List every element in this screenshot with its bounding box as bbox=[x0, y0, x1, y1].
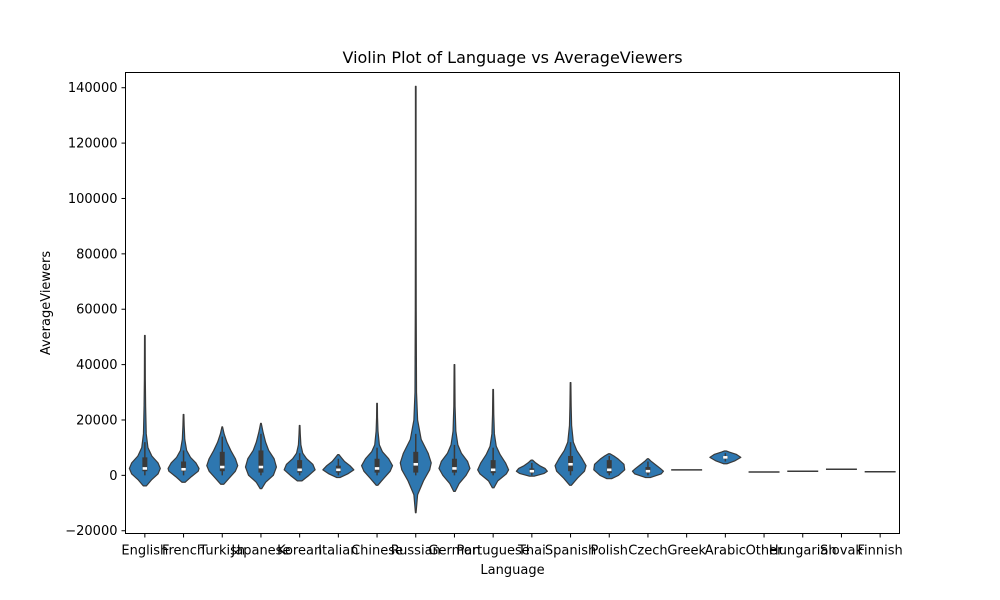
violin-thai bbox=[515, 459, 548, 477]
violin-body bbox=[167, 413, 200, 483]
violin-median-marker bbox=[568, 462, 573, 466]
violin-median-marker bbox=[529, 469, 535, 473]
violin-iqr-box bbox=[490, 460, 496, 474]
y-tick-label: −20000 bbox=[65, 524, 117, 539]
x-tick-label-slovak: Slovak bbox=[820, 544, 863, 559]
violin-german bbox=[438, 364, 471, 493]
violin-body bbox=[128, 334, 161, 487]
violin-turkish bbox=[206, 426, 239, 485]
chart-title: Violin Plot of Language vs AverageViewer… bbox=[342, 48, 682, 67]
x-tick-label-japanese: Japanese bbox=[230, 544, 290, 559]
y-tick-label: 0 bbox=[109, 469, 117, 484]
y-tick-label: 60000 bbox=[76, 303, 117, 318]
x-tick-label-finnish: Finnish bbox=[858, 544, 903, 559]
violins-layer bbox=[128, 85, 896, 514]
violin-russian bbox=[399, 85, 432, 514]
violin-polish bbox=[593, 453, 626, 480]
x-axis-label: Language bbox=[480, 563, 544, 578]
violin-portuguese bbox=[477, 388, 510, 489]
violin-median-marker bbox=[413, 462, 418, 466]
x-tick-label-russian: Russian bbox=[391, 544, 441, 559]
violin-korean bbox=[283, 424, 316, 482]
violin-japanese bbox=[244, 422, 278, 490]
violin-iqr-box bbox=[181, 461, 187, 472]
violin-italian bbox=[322, 453, 355, 479]
x-tick-label-czech: Czech bbox=[628, 544, 667, 559]
violin-median-marker bbox=[297, 468, 302, 472]
y-tick-label: 140000 bbox=[68, 81, 118, 96]
x-tick-label-hungarian: Hungarian bbox=[769, 544, 837, 559]
violin-iqr-box bbox=[258, 450, 264, 473]
x-tick-label-turkish: Turkish bbox=[198, 544, 245, 559]
violin-body bbox=[360, 402, 394, 486]
x-axis: EnglishFrenchTurkishJapaneseKoreanItalia… bbox=[121, 533, 903, 559]
x-tick-label-chinese: Chinese bbox=[351, 544, 403, 559]
violin-arabic bbox=[709, 450, 742, 465]
violin-median-marker bbox=[142, 467, 148, 470]
y-axis-label: AverageViewers bbox=[39, 251, 54, 356]
x-tick-label-thai: Thai bbox=[517, 544, 546, 559]
violin-french bbox=[167, 413, 200, 483]
violin-median-marker bbox=[645, 469, 651, 473]
violin-iqr-box bbox=[374, 458, 380, 473]
violin-body bbox=[399, 85, 432, 514]
y-tick-label: 120000 bbox=[68, 137, 118, 152]
y-tick-label: 100000 bbox=[68, 192, 118, 207]
violin-czech bbox=[631, 458, 665, 479]
y-tick-label: 20000 bbox=[76, 413, 117, 428]
x-tick-label-korean: Korean bbox=[277, 544, 322, 559]
x-tick-label-english: English bbox=[121, 544, 168, 559]
violin-median-marker bbox=[336, 468, 341, 472]
violin-iqr-box bbox=[142, 457, 148, 472]
violin-chinese bbox=[360, 402, 394, 486]
x-tick-label-greek: Greek bbox=[667, 544, 706, 559]
violin-body bbox=[283, 424, 316, 482]
x-tick-label-german: German bbox=[428, 544, 480, 559]
x-tick-label-other: Other bbox=[746, 544, 784, 559]
violin-median-marker bbox=[220, 465, 225, 469]
x-tick-label-spanish: Spanish bbox=[545, 544, 596, 559]
violin-body bbox=[438, 364, 471, 493]
violin-median-marker bbox=[258, 465, 264, 469]
violin-iqr-box bbox=[413, 451, 419, 473]
violin-median-marker bbox=[452, 467, 457, 470]
x-tick-label-arabic: Arabic bbox=[705, 544, 746, 559]
violin-median-marker bbox=[607, 468, 612, 472]
violin-english bbox=[128, 334, 161, 487]
x-tick-label-french: French bbox=[162, 544, 205, 559]
violin-median-marker bbox=[374, 467, 380, 470]
violin-median-marker bbox=[490, 468, 496, 472]
plot-frame bbox=[125, 72, 900, 534]
violin-median-marker bbox=[723, 456, 728, 459]
violin-iqr-box bbox=[219, 451, 225, 472]
y-tick-label: 80000 bbox=[76, 247, 117, 262]
y-axis: −20000 0 20000 40000 60000 80000 100000 120000 1… bbox=[65, 81, 126, 539]
x-tick-label-polish: Polish bbox=[590, 544, 628, 559]
violin-iqr-box bbox=[297, 460, 303, 473]
violin-spanish bbox=[554, 382, 587, 486]
y-tick-label: 40000 bbox=[76, 358, 117, 373]
x-tick-label-portuguese: Portuguese bbox=[457, 544, 530, 559]
violin-iqr-box bbox=[451, 458, 457, 473]
violin-body bbox=[554, 382, 587, 486]
violin-iqr-box bbox=[606, 460, 612, 474]
x-tick-label-italian: Italian bbox=[318, 544, 358, 559]
violin-body bbox=[477, 388, 510, 489]
violin-median-marker bbox=[181, 467, 186, 471]
